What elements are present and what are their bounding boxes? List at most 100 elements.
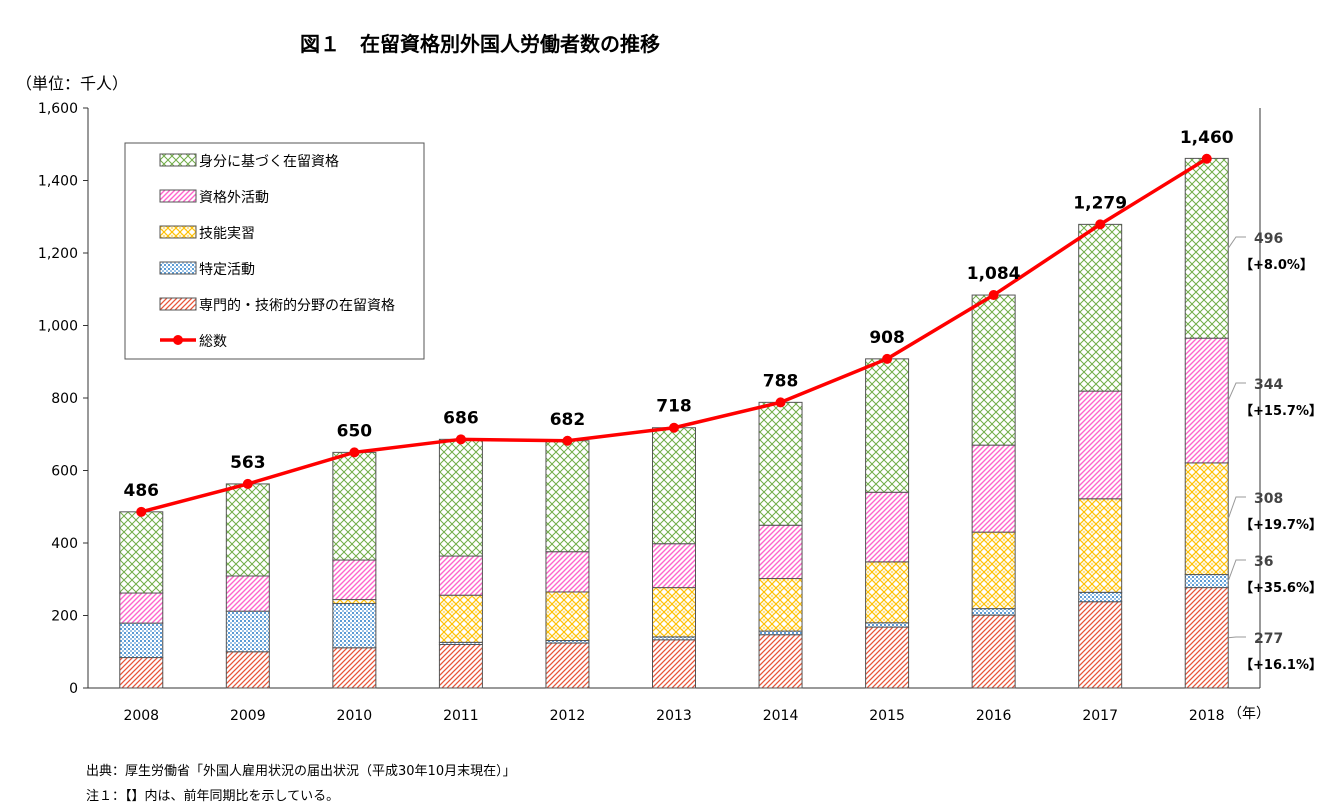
total-data-label: 718 (656, 397, 692, 417)
bar-segment (652, 427, 696, 545)
annotation-change: 【+16.1%】 (1240, 657, 1319, 673)
bar-segment (545, 591, 590, 642)
bar-segment (225, 610, 270, 653)
y-tick-label: 1,600 (38, 101, 78, 117)
footnote: 注１：【】内は、前年同期比を示している。 (86, 789, 340, 804)
total-data-label: 788 (763, 371, 799, 391)
x-tick-label: 2009 (230, 708, 266, 724)
total-data-label: 1,084 (967, 264, 1021, 284)
total-data-label: 486 (124, 481, 160, 501)
bar-segment (1078, 390, 1123, 500)
annotation-value: 496 (1254, 231, 1283, 247)
bar-segment (1184, 574, 1229, 589)
legend-label: 総数 (199, 334, 227, 350)
annotation-change: 【+15.7%】 (1240, 403, 1319, 419)
annotation-change: 【+35.6%】 (1240, 580, 1319, 596)
legend-label: 特定活動 (199, 262, 255, 278)
source-note: 出典：厚生労働省「外国人雇用状況の届出状況（平成30年10月末現在）」 (86, 764, 516, 779)
bar-segment (1078, 601, 1123, 689)
bar-segment (119, 657, 164, 689)
bar-segment (1184, 337, 1229, 464)
total-data-label: 682 (550, 410, 586, 430)
legend-swatch (159, 297, 197, 311)
chart-title: 図１ 在留資格別外国人労働者数の推移 (300, 32, 660, 56)
total-point (562, 435, 573, 446)
total-point (669, 422, 679, 433)
legend-label: 資格外活動 (199, 190, 269, 206)
bar-segment (971, 531, 1016, 610)
bar-segment (758, 401, 803, 526)
total-data-label: 908 (869, 328, 905, 348)
bar-segment (1078, 223, 1123, 392)
x-tick-label: 2012 (550, 708, 586, 724)
bar-segment (332, 603, 377, 649)
total-data-label: 686 (443, 408, 479, 428)
bar-segment (758, 634, 803, 689)
legend-swatch (159, 153, 197, 167)
bar-segment (1078, 591, 1123, 603)
axes: 0 200 400 600 800 1,000 1,200 1,400 1,600 2008 200… (38, 101, 1270, 724)
annotation-leader-line (1227, 236, 1246, 249)
x-tick-label: 2014 (763, 708, 799, 724)
x-tick-label: 2017 (1082, 708, 1118, 724)
x-tick-label: 2011 (443, 708, 479, 724)
total-point (136, 506, 147, 517)
bar-segment (971, 608, 1016, 616)
bar-segment (1078, 498, 1123, 593)
y-tick-label: 1,400 (38, 174, 78, 190)
legend-label: 身分に基づく在留資格 (199, 153, 339, 170)
bar-segment (758, 630, 803, 636)
legend-swatch (159, 261, 197, 275)
bar-segment (438, 555, 483, 596)
unit-label: （単位：千人） (16, 74, 129, 93)
bar-segment (1184, 157, 1229, 339)
total-point (1201, 153, 1212, 164)
bar-segment (758, 524, 803, 580)
bars (119, 157, 1229, 689)
y-tick-label: 0 (69, 681, 78, 697)
bar-segment (1184, 462, 1229, 576)
total-data-label: 650 (337, 421, 373, 441)
bar-segment (865, 626, 910, 689)
annotation-value: 344 (1254, 377, 1283, 393)
annotation-leader-line (1227, 559, 1246, 582)
x-tick-label: 2010 (337, 708, 373, 724)
annotation-change: 【+8.0%】 (1240, 257, 1313, 273)
legend-line-marker (173, 335, 183, 345)
total-data-label: 1,460 (1180, 128, 1234, 148)
legend-swatch (159, 189, 197, 203)
y-tick-label: 600 (51, 464, 78, 480)
total-data-label: 1,279 (1073, 193, 1127, 213)
legend-swatch (159, 225, 197, 239)
legend-box (124, 142, 425, 360)
total-point (988, 290, 999, 301)
y-tick-label: 1,200 (38, 246, 78, 262)
total-point (882, 353, 893, 364)
bar-segment (652, 543, 696, 589)
x-unit-label: （年） (1228, 706, 1270, 722)
bar-segment (438, 438, 483, 557)
annotation-leader-line (1227, 382, 1246, 401)
total-data-label: 563 (230, 453, 266, 473)
bar-segment (332, 647, 377, 689)
total-point (1095, 219, 1106, 230)
bar-segment (971, 444, 1016, 533)
total-line: 486 563 650 686 682 718 788 908 1,084 1,279 1,460 (124, 128, 1234, 517)
bar-segment (652, 639, 696, 689)
annotation-value: 277 (1254, 631, 1283, 647)
bar-segment (332, 559, 377, 601)
x-tick-label: 2016 (976, 708, 1012, 724)
bar-segment (119, 592, 164, 624)
x-tick-label: 2013 (656, 708, 692, 724)
bar-segment (971, 614, 1016, 689)
bar-segment (119, 622, 164, 659)
y-tick-label: 800 (51, 391, 78, 407)
legend-label: 専門的・技術的分野の在留資格 (199, 298, 395, 314)
annotations: 496 【+8.0%】 344 【+15.7%】 308 【+19.7%】 36 【+35.6… (1227, 231, 1319, 673)
total-point (455, 434, 466, 445)
annotation-leader-line (1228, 636, 1246, 639)
bar-segment (225, 575, 270, 612)
total-point (349, 447, 360, 458)
bar-segment (545, 440, 590, 553)
